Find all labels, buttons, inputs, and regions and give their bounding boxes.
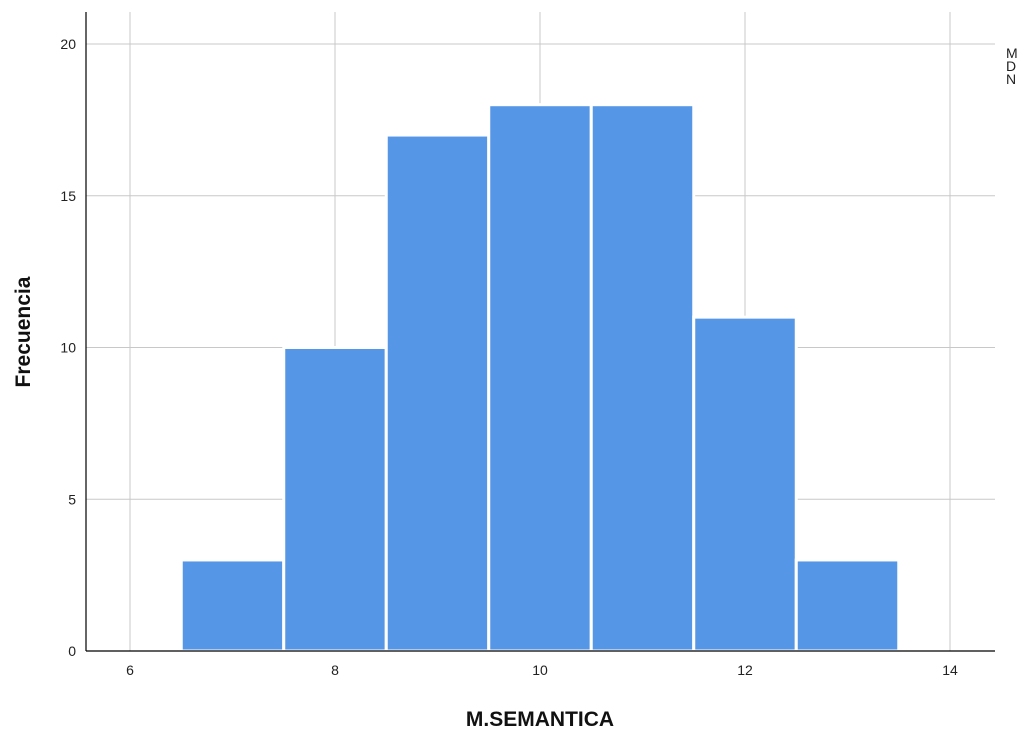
tick-labels: 6 8 10 12 14 0 5 10 15 20 [60,36,958,678]
histogram-bar-13 [794,558,901,653]
histogram-bars [179,103,901,653]
histogram-bar-9 [384,133,491,653]
y-tick-label-10: 10 [60,340,76,356]
y-axis-title: Frecuencia [12,276,35,387]
stats-legend-label-0: M [1006,45,1018,61]
stats-legend-label-1: D [1006,58,1016,74]
stats-legend-clipped: MDN [1006,45,1018,87]
x-axis-title: M.SEMANTICA [466,708,614,729]
y-tick-label-0: 0 [68,643,76,659]
x-tick-label-6: 6 [126,662,134,678]
histogram-bar-12 [692,315,798,653]
histogram-bar-11 [589,103,696,653]
stats-legend-label-2: N [1006,71,1016,87]
y-tick-label-20: 20 [60,36,76,52]
y-tick-label-15: 15 [60,188,76,204]
x-tick-label-14: 14 [942,662,958,678]
x-tick-label-10: 10 [532,662,548,678]
x-tick-label-8: 8 [331,662,339,678]
histogram-bar-10 [487,103,593,653]
y-tick-label-5: 5 [68,491,76,507]
histogram-bar-7 [179,558,286,653]
histogram-bar-8 [282,346,388,653]
x-tick-label-12: 12 [737,662,753,678]
axes [85,12,995,652]
